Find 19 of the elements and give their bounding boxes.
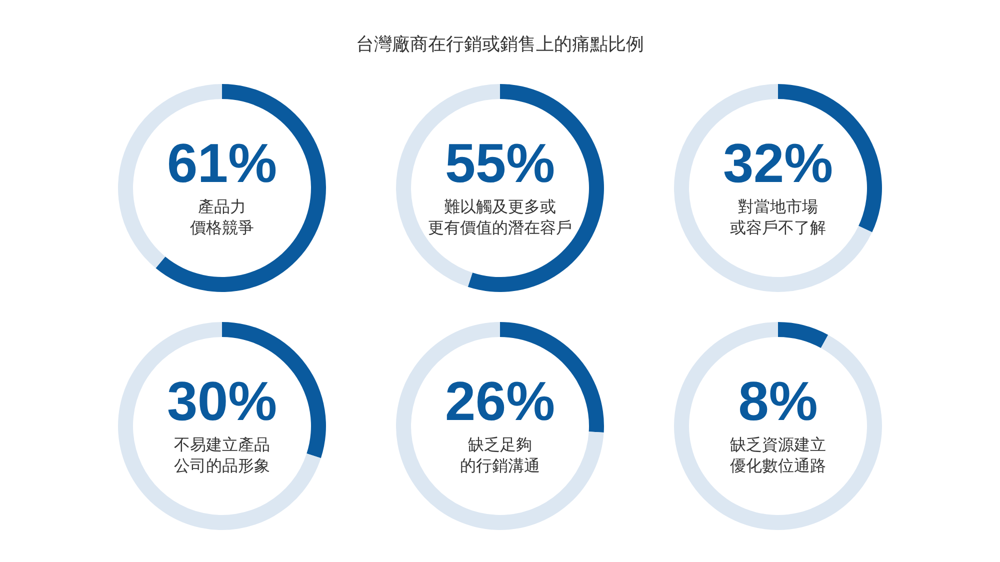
slice-label: 難以觸及更多或更有價值的潛在容戶 [428, 197, 572, 237]
donut-slice [396, 322, 604, 530]
text: 台灣廠商在行銷或銷售上的痛點比例 [356, 34, 644, 55]
data-label: 8% [738, 370, 818, 432]
data-label: 61% [166, 132, 278, 194]
slice-label: 對當地市場或容戶不了解 [730, 197, 826, 237]
data-label: 26% [444, 370, 556, 432]
slice-label: 不易建立產品公司的品形象 [174, 435, 270, 475]
donut-slice [778, 322, 828, 348]
data-label: 30% [166, 370, 278, 432]
donut-slice [156, 84, 326, 292]
data-label: 32% [722, 132, 834, 194]
data-label: 55% [444, 132, 556, 194]
slice-label: 缺乏足夠的行銷溝通 [460, 435, 540, 475]
donut-slice [674, 84, 872, 292]
slice-label: 缺乏資源建立優化數位通路 [730, 435, 826, 475]
donut-slice [674, 322, 882, 530]
donut-slice [118, 322, 321, 530]
slice-label: 產品力價格競爭 [190, 197, 254, 237]
